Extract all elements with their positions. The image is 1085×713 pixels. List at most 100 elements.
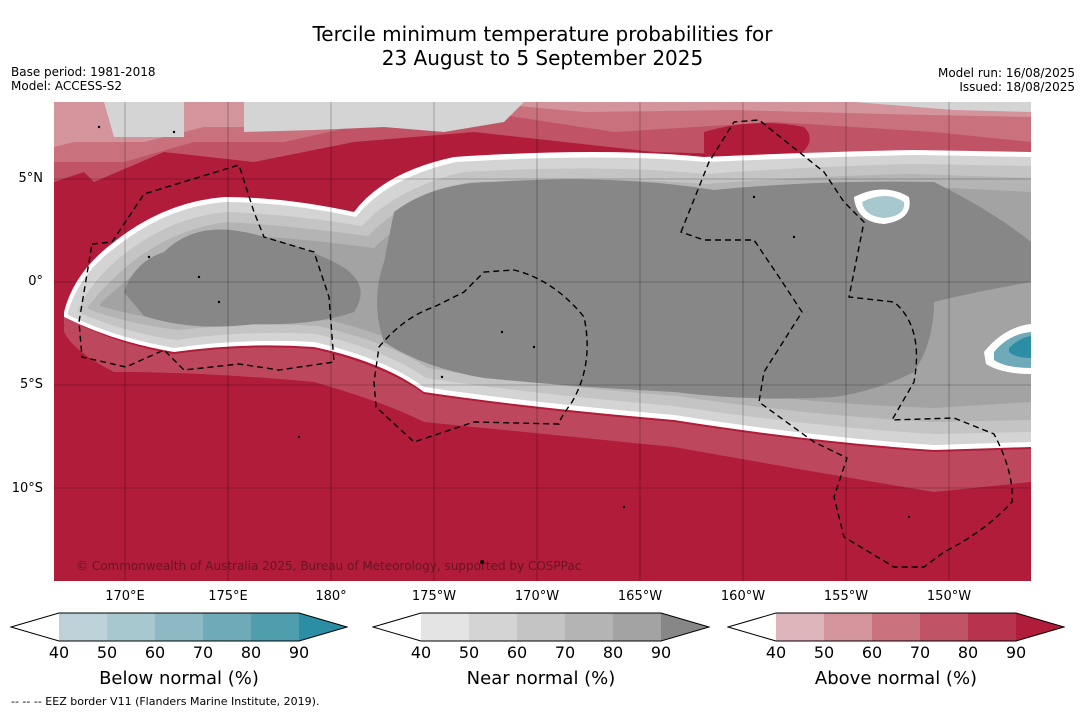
map-title: Tercile minimum temperature probabilitie… [0,22,1085,70]
above-tick-60: 60 [861,643,883,662]
info-left: Base period: 1981-2018 Model: ACCESS-S2 [11,65,156,93]
island-speck [217,300,221,304]
island-speck [622,505,626,509]
island-speck [172,130,176,134]
colorbar-above-cell-6 [1016,613,1064,641]
below-50-patch-north [862,196,905,218]
island-speck [297,435,301,439]
lon-label-160w: 160°W [720,589,766,604]
above-tick-50: 50 [813,643,835,662]
above-70-band-south [64,317,1031,492]
lat-label-5n: 5°N [18,171,44,186]
island-speck [752,195,756,199]
lon-label-180: 180° [315,589,347,604]
colorbar-above-cell-0 [728,613,776,641]
near-tick-60: 60 [506,643,528,662]
near-tick-40: 40 [410,643,432,662]
colorbar-above-cell-5 [968,613,1016,641]
lon-label-175w: 175°W [411,589,457,604]
island-speck [532,345,536,349]
below-tick-50: 50 [96,643,118,662]
above-90-patch-west [54,172,114,272]
near-normal-title: Near normal (%) [466,668,616,689]
colorbar-near [372,612,710,642]
colorbar-below-cell-2 [107,613,155,641]
island-speck [197,275,201,279]
lon-label-155w: 155°W [823,589,869,604]
above-normal-title: Above normal (%) [814,668,978,689]
near-90-field [124,229,361,327]
near-tick-80: 80 [602,643,624,662]
lat-label-10s: 10°S [11,481,43,496]
lon-label-150w: 150°W [926,589,972,604]
below-normal-title: Below normal (%) [99,668,259,689]
base-period: Base period: 1981-2018 [11,65,156,79]
colorbar-below-cell-1 [59,613,107,641]
below-90-patch-east [1009,336,1031,358]
near-tick-70: 70 [554,643,576,662]
island-specks [97,125,911,564]
colorbar-near-cell-2 [469,613,517,641]
eez-border-west [78,164,335,371]
island-speck [907,515,911,519]
eez-legend-note: -- -- -- EEZ border V11 (Flanders Marine… [11,695,320,708]
copyright-notice: © Commonwealth of Australia 2025, Bureau… [76,559,582,573]
above-tick-40: 40 [765,643,787,662]
below-tick-90: 90 [288,643,310,662]
near-tick-50: 50 [458,643,480,662]
colorbar-near-cell-5 [613,613,661,641]
graticule [54,102,1031,581]
near-90-field-east [377,179,1031,399]
colorbar-below-cell-5 [251,613,299,641]
colorbar-near-cell-1 [421,613,469,641]
colorbar-below-cell-6 [299,613,347,641]
below-tick-70: 70 [192,643,214,662]
eez-border-central [373,269,588,443]
colorbar-above-outline [727,612,1065,642]
above-tick-80: 80 [957,643,979,662]
lat-label-5s: 5°S [19,377,43,392]
colorbar-above [727,612,1065,642]
colorbar-below-outline [10,612,348,642]
island-speck [97,125,101,129]
colorbar-below [10,612,348,642]
colorbar-above-cell-4 [920,613,968,641]
colorbar-above-cell-1 [776,613,824,641]
title-line-1: Tercile minimum temperature probabilitie… [312,22,773,46]
colorbar-near-cell-3 [517,613,565,641]
island-speck [500,330,504,334]
colorbar-near-cell-4 [565,613,613,641]
colorbar-below-cell-0 [11,613,59,641]
colorbar-below-cell-4 [203,613,251,641]
island-speck [480,560,484,564]
lon-label-170w: 170°W [514,589,560,604]
colorbar-below-cell-3 [155,613,203,641]
model-run: Model run: 16/08/2025 [937,66,1075,80]
island-speck [440,375,444,379]
info-right: Model run: 16/08/2025 Issued: 18/08/2025 [938,66,1075,94]
colorbar-near-cell-6 [661,613,709,641]
lon-label-175e: 175°E [208,589,248,604]
below-tick-40: 40 [48,643,70,662]
title-line-2: 23 August to 5 September 2025 [381,46,704,70]
colorbar-near-outline [372,612,710,642]
near-tick-90: 90 [650,643,672,662]
colorbar-near-cell-0 [373,613,421,641]
island-speck [147,255,151,259]
probability-map: © Commonwealth of Australia 2025, Bureau… [54,102,1031,581]
model-name: Model: ACCESS-S2 [11,79,123,93]
issued-date: Issued: 18/08/2025 [959,80,1075,94]
eez-border-east [680,119,1013,568]
lon-label-170e: 170°E [105,589,145,604]
eez-borders [78,119,1013,568]
map-svg [54,102,1031,581]
above-tick-70: 70 [909,643,931,662]
lon-label-165w: 165°W [617,589,663,604]
below-tick-80: 80 [240,643,262,662]
above-tick-90: 90 [1005,643,1027,662]
near-normal-north-strip [104,102,1031,137]
colorbar-above-cell-3 [872,613,920,641]
colorbar-above-cell-2 [824,613,872,641]
below-tick-60: 60 [144,643,166,662]
lat-label-0: 0° [28,274,43,289]
